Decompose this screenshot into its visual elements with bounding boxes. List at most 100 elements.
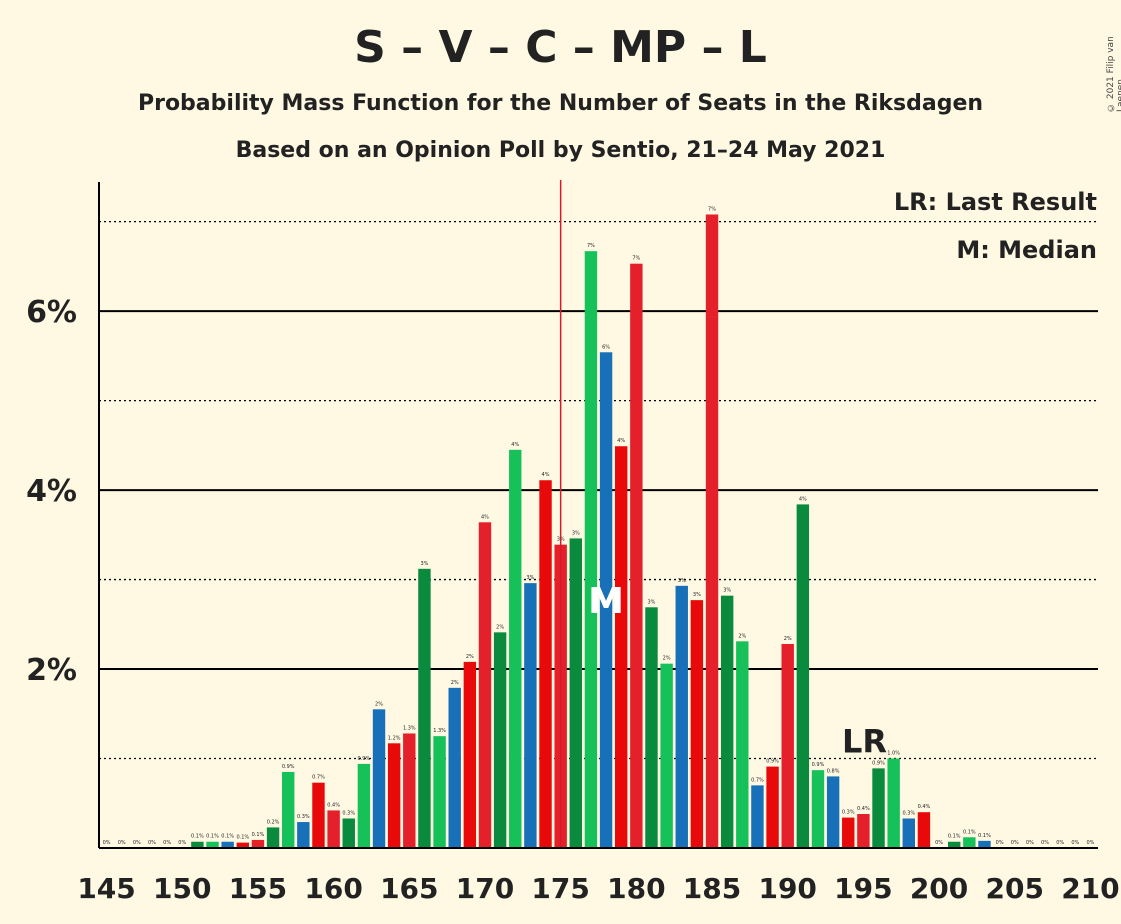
bar [236, 842, 250, 848]
bar-value-label: 0% [1056, 840, 1064, 846]
bar-value-label: 3% [678, 578, 686, 584]
bar-value-label: 3% [572, 530, 580, 536]
bar-value-label: 0.1% [221, 834, 234, 840]
x-tick-label: 155 [229, 872, 287, 905]
bar-value-label: 0.7% [751, 777, 764, 783]
bar-value-label: 0.4% [857, 806, 870, 812]
bar-value-label: 0.1% [206, 834, 219, 840]
bar [857, 813, 870, 848]
bar [796, 504, 810, 848]
bar [524, 583, 537, 848]
bar [569, 538, 583, 848]
bar-value-label: 7% [587, 243, 595, 249]
bar [387, 743, 401, 848]
bar-value-label: 0% [1011, 840, 1019, 846]
bar [403, 733, 416, 848]
bar-value-label: 0% [118, 840, 126, 846]
bar-value-label: 0.9% [872, 760, 885, 766]
x-tick-label: 190 [758, 872, 816, 905]
bar-value-label: 0.1% [963, 829, 976, 835]
bar-value-label: 0.7% [312, 775, 325, 781]
bar-value-label: 0% [178, 840, 186, 846]
bar [826, 776, 840, 848]
bar [978, 840, 991, 848]
x-tick-label: 175 [531, 872, 589, 905]
x-tick-label: 150 [153, 872, 211, 905]
bar-value-label: 0% [103, 840, 111, 846]
bar-value-label: 0.4% [918, 804, 931, 810]
bar [221, 841, 234, 848]
x-tick-label: 165 [380, 872, 438, 905]
x-tick-label: 170 [456, 872, 514, 905]
bar-value-label: 0.4% [327, 802, 340, 808]
chart-subtitle-poll: Based on an Opinion Poll by Sentio, 21–2… [235, 138, 886, 163]
bar-value-label: 0.2% [267, 819, 280, 825]
bar [433, 736, 446, 848]
bar-value-label: 3% [420, 561, 428, 567]
bar-value-label: 3% [693, 592, 701, 598]
bar-value-label: 0.1% [236, 835, 249, 841]
x-tick-label: 210 [1061, 872, 1119, 905]
bar [509, 449, 522, 848]
x-axis-labels: 145 150 155 160 165 170 175 180 185 190 195 200 205 2… [77, 872, 1119, 905]
bar [917, 812, 931, 848]
bar-value-label: 2% [738, 633, 746, 639]
bar-value-label: 1.0% [887, 751, 900, 757]
legend-last-result: LR: Last Result [894, 188, 1097, 216]
bar-value-label: 0% [1071, 840, 1079, 846]
bar-value-label: 4% [542, 472, 550, 478]
bar [751, 785, 764, 848]
bar [266, 827, 280, 848]
bar [251, 839, 265, 848]
bar-labels: 0% 0% 0% 0% 0% 0%0.1% 0.1% 0.1% 0.1% 0.1%0.2%0.9%… [103, 206, 1095, 846]
bar-value-label: 0.3% [342, 810, 355, 816]
bar [463, 661, 477, 848]
bar [357, 763, 371, 848]
bar-value-label: 4% [511, 442, 519, 448]
y-tick-label: 2% [26, 653, 77, 688]
bar-value-label: 2% [451, 680, 459, 686]
bar [493, 632, 507, 848]
x-tick-label: 145 [77, 872, 135, 905]
bar-value-label: 3% [648, 599, 656, 605]
bar [947, 841, 961, 848]
bar-value-label: 0.3% [297, 814, 310, 820]
legend-median: M: Median [956, 236, 1097, 264]
bar-value-label: 0.9% [812, 762, 825, 768]
bar [478, 522, 492, 848]
bar [372, 709, 386, 848]
bar-value-label: 0.3% [842, 810, 855, 816]
bar [206, 841, 219, 848]
bar [675, 585, 688, 848]
bar [312, 782, 325, 848]
bar-value-label: 0.9% [766, 759, 779, 765]
bar [584, 251, 598, 849]
bar-value-label: 6% [602, 344, 610, 350]
bar [720, 595, 734, 848]
x-tick-label: 195 [834, 872, 892, 905]
last-result-marker: LR [842, 722, 887, 760]
bar-value-label: 7% [632, 256, 640, 262]
bar [630, 263, 643, 848]
bar-value-label: 2% [496, 624, 504, 630]
bar-value-label: 1.3% [433, 728, 446, 734]
bar-value-label: 0% [1086, 840, 1094, 846]
bar-value-label: 0.9% [358, 756, 371, 762]
bar [963, 837, 976, 848]
bar-value-label: 2% [375, 701, 383, 707]
bar-value-label: 0.1% [978, 833, 991, 839]
bar-value-label: 4% [617, 438, 625, 444]
bar-value-label: 0% [133, 840, 141, 846]
x-tick-label: 200 [910, 872, 968, 905]
bar [902, 818, 916, 848]
bar-value-label: 2% [784, 636, 792, 642]
chart-subtitle: Probability Mass Function for the Number… [137, 91, 984, 116]
bar [448, 687, 461, 848]
bar [297, 822, 310, 848]
bar-value-label: 3% [526, 575, 534, 581]
bar-value-label: 0% [996, 840, 1004, 846]
bar [191, 841, 204, 848]
bar [766, 766, 779, 848]
bar-value-label: 1.2% [388, 735, 401, 741]
